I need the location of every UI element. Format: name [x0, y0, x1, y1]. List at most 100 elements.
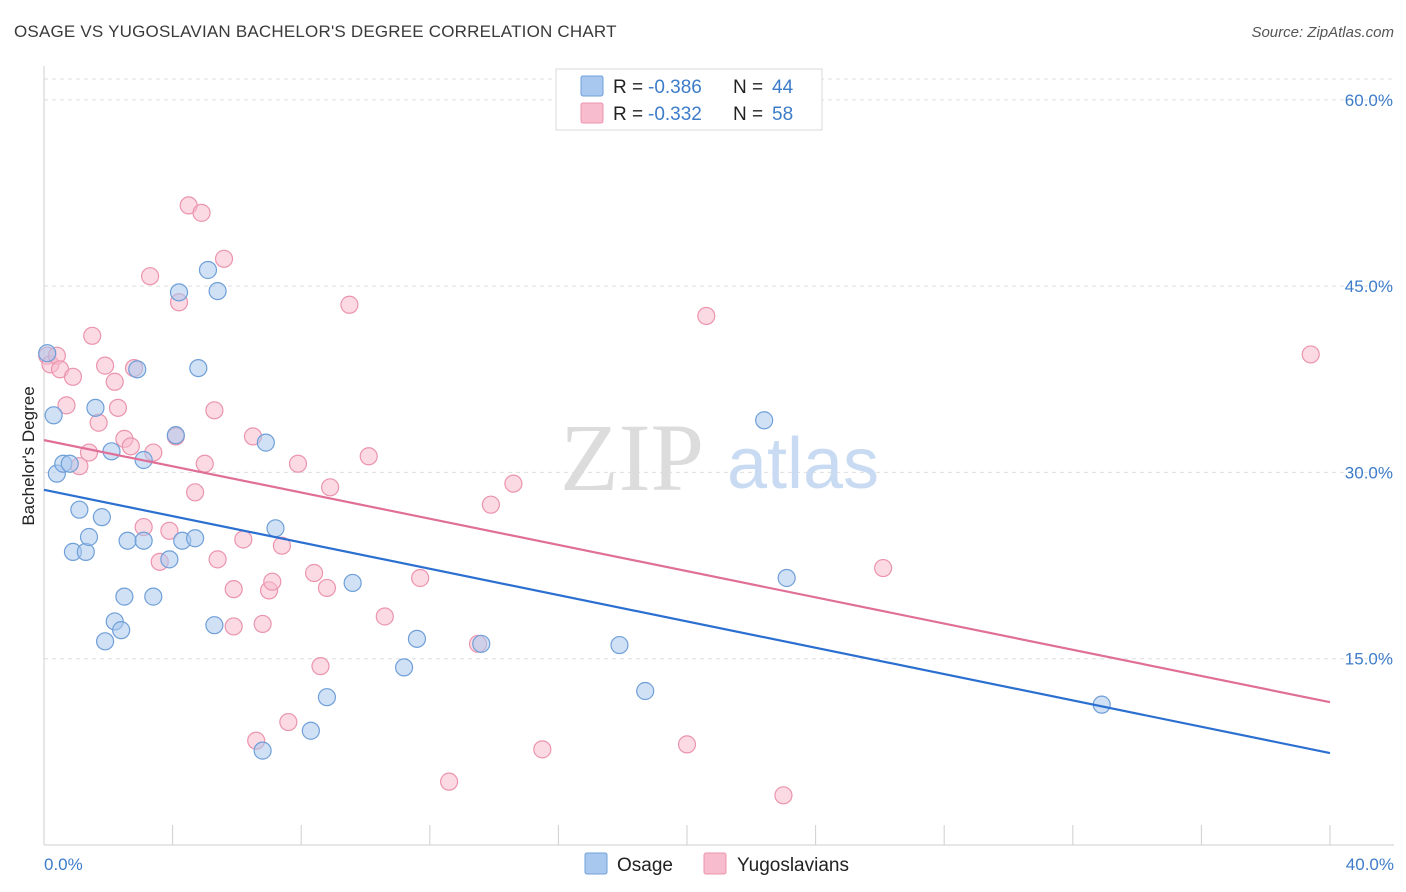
osage-trend-line	[43, 488, 1331, 755]
yugoslavians-point-49	[439, 772, 459, 791]
watermark-atlas: atlas	[727, 424, 879, 504]
osage-point-34	[317, 688, 337, 707]
osage-point-0	[38, 344, 57, 363]
osage-point-25	[186, 529, 205, 548]
x-tick-label-max: 40.0%	[1346, 855, 1394, 874]
yugoslavians-point-44	[321, 478, 340, 497]
yugoslavians-point-39	[279, 712, 298, 732]
osage-point-1	[44, 406, 63, 425]
osage-point-23	[169, 283, 189, 302]
y-axis-label: Bachelor's Degree	[19, 386, 38, 525]
osage-point-40	[636, 681, 655, 701]
y-tick-label-2: 45.0%	[1345, 277, 1393, 296]
osage-point-30	[253, 741, 272, 760]
yugoslavians-point-30	[224, 580, 243, 599]
y-tick-label-0: 15.0%	[1345, 650, 1393, 669]
yugoslavians-point-46	[359, 447, 378, 466]
legend: R = -0.386 N = 44 R = -0.332 N = 58	[555, 68, 823, 131]
osage-point-11	[95, 632, 115, 651]
osage-point-29	[208, 281, 227, 301]
bottom-legend: Osage Yugoslavians	[584, 852, 849, 876]
yugoslavians-point-28	[208, 550, 227, 569]
osage-point-38	[472, 634, 491, 653]
osage-point-32	[266, 519, 285, 538]
osage-point-18	[134, 531, 153, 550]
yugoslavians-point-45	[340, 295, 359, 314]
bottom-legend-swatch-yugoslavians	[703, 852, 727, 875]
source-note: Source: ZipAtlas.com	[1251, 24, 1394, 41]
yugoslavians-point-52	[504, 474, 523, 493]
yugoslavians-point-54	[677, 735, 697, 754]
osage-point-15	[115, 587, 134, 606]
yugoslavians-point-56	[774, 786, 793, 805]
yugoslavians-point-35	[253, 614, 272, 634]
osage-point-42	[777, 568, 796, 588]
yugoslavians-point-31	[224, 617, 243, 636]
yugoslavians-point-27	[205, 401, 224, 420]
bottom-legend-osage: Osage	[617, 855, 673, 876]
yugoslavians-point-17	[140, 267, 160, 286]
x-tick-label-min: 0.0%	[44, 855, 83, 874]
osage-point-7	[76, 542, 95, 562]
legend-swatch-osage	[580, 75, 604, 97]
y-tick-labels: 15.0% 30.0% 45.0% 60.0%	[1345, 91, 1393, 669]
yugoslavians-point-26	[195, 454, 214, 473]
osage-point-41	[755, 411, 774, 430]
yugoslavians-point-53	[533, 740, 552, 759]
yugoslavians-point-5	[63, 367, 83, 386]
yugoslavians-point-7	[79, 443, 99, 462]
yugoslavians-point-38	[272, 536, 292, 555]
osage-point-20	[144, 587, 163, 606]
yugoslavians-point-42	[311, 657, 330, 676]
yugoslavians-point-12	[108, 398, 128, 417]
osage-point-4	[60, 454, 79, 473]
yugoslavians-point-25	[192, 203, 211, 222]
bottom-legend-yugoslavians: Yugoslavians	[737, 855, 849, 876]
osage-point-16	[118, 531, 137, 550]
yugoslavians-point-32	[234, 530, 253, 549]
yugoslavians-point-20	[160, 521, 179, 540]
legend-osage-r-value: -0.386	[648, 77, 702, 98]
osage-point-9	[86, 398, 105, 417]
axes	[43, 66, 1394, 846]
osage-point-26	[189, 358, 208, 378]
yugoslavians-point-41	[304, 563, 324, 583]
yugoslavians-point-24	[186, 483, 205, 502]
osage-point-22	[166, 426, 185, 445]
osage-point-6	[70, 500, 89, 519]
yugoslavians-point-55	[697, 306, 716, 326]
series-osage-points	[38, 260, 1111, 760]
osage-point-14	[112, 621, 131, 640]
yugoslavians-point-48	[411, 568, 430, 588]
osage-point-21	[160, 550, 179, 569]
osage-point-37	[407, 629, 427, 648]
osage-point-39	[610, 635, 629, 655]
yugoslavians-point-57	[874, 558, 893, 578]
osage-point-31	[256, 433, 275, 452]
yugoslavians-point-8	[83, 326, 102, 345]
yugoslavians-point-14	[121, 437, 140, 456]
legend-yugo-r-value: -0.332	[648, 104, 702, 125]
yugoslavians-point-9	[89, 413, 108, 432]
gridlines	[44, 78, 1394, 660]
yugoslavians-point-58	[1301, 345, 1320, 364]
trend-lines	[43, 439, 1331, 755]
watermark: ZIP atlas	[560, 404, 879, 511]
watermark-zip: ZIP	[560, 404, 704, 511]
legend-osage-r-label: R =	[613, 77, 643, 98]
chart-title: OSAGE VS YUGOSLAVIAN BACHELOR'S DEGREE C…	[14, 22, 617, 41]
yugoslavians-point-37	[263, 572, 282, 591]
y-tick-label-1: 30.0%	[1345, 463, 1393, 482]
yugoslavians-point-11	[105, 372, 124, 391]
yugoslavians-point-29	[214, 249, 234, 268]
y-tick-label-3: 60.0%	[1345, 91, 1393, 110]
legend-yugo-n-label: N =	[733, 104, 763, 125]
yugoslavians-point-40	[288, 454, 308, 473]
osage-point-35	[343, 573, 362, 593]
yugoslavians-trend-line	[43, 439, 1331, 704]
legend-osage-n-label: N =	[733, 77, 763, 98]
legend-swatch-yugoslavians	[580, 102, 604, 124]
legend-yugo-r-label: R =	[613, 104, 643, 125]
yugoslavians-point-47	[375, 607, 394, 626]
yugoslavians-point-43	[317, 578, 337, 598]
